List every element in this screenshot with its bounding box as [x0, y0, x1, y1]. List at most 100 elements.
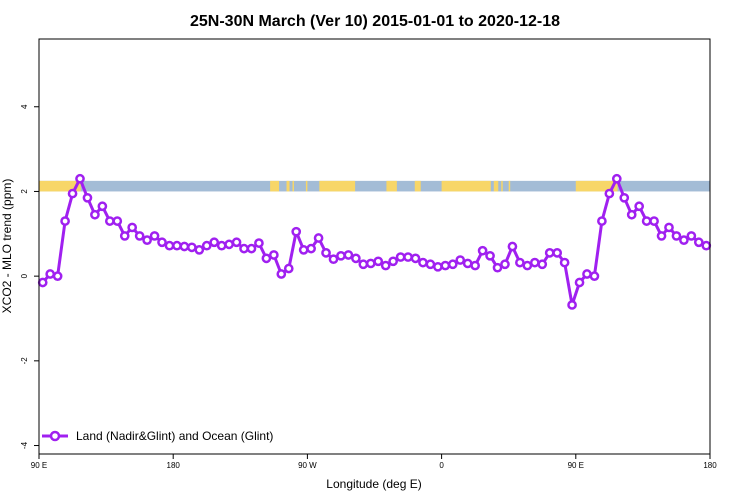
x-tick-label: 0 [439, 461, 444, 470]
data-point [142, 235, 152, 245]
data-point [90, 209, 100, 220]
data-point [611, 173, 622, 184]
data-point [261, 253, 272, 264]
data-point [388, 256, 398, 267]
data-point [619, 192, 630, 203]
data-point [358, 259, 369, 270]
data-point [239, 243, 249, 254]
x-tick-label: 90 E [568, 461, 584, 470]
data-point [75, 173, 85, 184]
y-tick-label: 4 [20, 104, 29, 109]
data-point [433, 261, 443, 272]
data-point [321, 248, 331, 258]
data-point [149, 231, 160, 241]
data-point [485, 250, 495, 261]
data-point [179, 241, 190, 252]
data-point [626, 209, 637, 220]
x-tick-label: 90 W [298, 461, 317, 470]
data-point [112, 216, 123, 226]
data-point [522, 260, 533, 271]
data-point [60, 216, 70, 226]
data-point [671, 231, 682, 241]
data-point [686, 231, 697, 241]
land-segment [501, 180, 503, 192]
land-segment [286, 180, 290, 192]
land-segment [441, 180, 491, 192]
data-point [492, 262, 503, 273]
land-segment [39, 180, 81, 192]
y-tick-label: -2 [20, 357, 29, 365]
y-axis-label: XCO2 - MLO trend (ppm) [0, 179, 14, 314]
legend: Land (Nadir&Glint) and Ocean (Glint) [42, 429, 273, 443]
y-axis: -4 -2 0 2 4 [20, 104, 39, 449]
data-point [127, 222, 138, 233]
land-segment [493, 180, 499, 192]
data-point [283, 263, 294, 274]
data-point [693, 237, 704, 248]
data-point [351, 253, 361, 264]
data-point [500, 259, 510, 270]
land-segment [292, 180, 294, 192]
data-point [477, 245, 488, 256]
data-point [582, 269, 592, 279]
data-point [37, 277, 48, 288]
data-point [209, 237, 220, 248]
x-tick-label: 90 E [31, 461, 47, 470]
x-tick-label: 180 [167, 461, 181, 470]
data-point [373, 256, 384, 267]
x-axis-label: Longitude (deg E) [326, 477, 421, 491]
data-point [649, 216, 659, 226]
data-point [403, 252, 413, 262]
data-point [186, 242, 197, 253]
data-point [365, 258, 376, 269]
data-point [172, 240, 182, 251]
data-point [604, 188, 615, 199]
data-point [380, 260, 391, 271]
data-point [157, 237, 167, 248]
y-tick-label: 2 [20, 189, 29, 194]
legend-marker [49, 430, 61, 442]
data-point [410, 253, 421, 264]
land-segment [575, 180, 618, 192]
data-point [447, 259, 458, 270]
y-tick-label: 0 [20, 273, 29, 278]
data-point [216, 240, 227, 251]
data-point [52, 271, 63, 281]
data-point [134, 231, 145, 241]
data-point [82, 192, 93, 203]
data-point [701, 240, 712, 251]
data-point [298, 245, 309, 255]
data-point [201, 240, 212, 251]
data-point [574, 277, 585, 288]
data-point [425, 259, 436, 270]
data-point [104, 216, 115, 226]
land-ocean-strip [39, 180, 710, 192]
data-point [418, 257, 428, 268]
data-point [336, 250, 346, 261]
data-point [462, 258, 473, 269]
data-point [634, 201, 645, 212]
data-point [515, 257, 525, 268]
data-point [291, 226, 302, 237]
data-point [455, 255, 466, 265]
land-segment [319, 180, 356, 192]
data-point [276, 269, 287, 279]
y-tick-label: -4 [20, 441, 29, 449]
data-point [440, 260, 451, 271]
data-point [224, 239, 234, 250]
data-point [507, 241, 518, 252]
x-axis: 90 E 180 90 W 0 90 E 180 [31, 454, 717, 470]
data-point [328, 254, 339, 265]
data-point [567, 300, 577, 310]
ocean-band [39, 180, 710, 192]
data-point [306, 243, 316, 254]
data-point [679, 235, 689, 245]
x-tick-label: 180 [703, 461, 717, 470]
data-point [552, 248, 563, 258]
land-segment [270, 180, 280, 192]
data-point [589, 271, 600, 281]
data-point [269, 250, 279, 260]
data-point [45, 269, 56, 279]
data-point [119, 231, 130, 241]
